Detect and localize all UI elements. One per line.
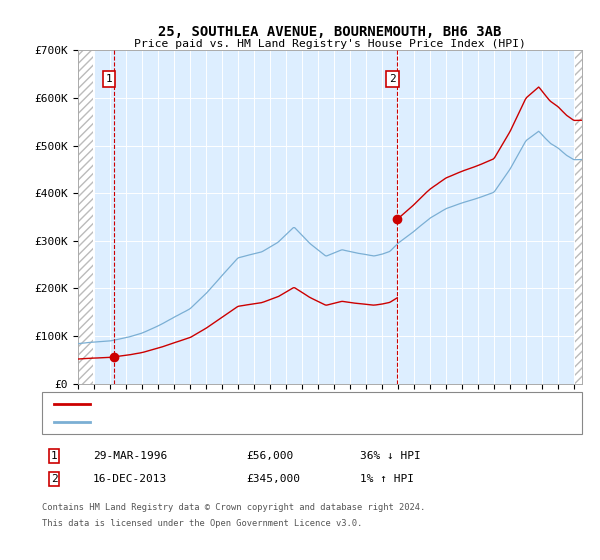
Text: £345,000: £345,000 xyxy=(246,474,300,484)
Text: 2: 2 xyxy=(50,474,58,484)
Text: HPI: Average price, detached house, Bournemouth Christchurch and Poole: HPI: Average price, detached house, Bour… xyxy=(96,417,516,427)
Bar xyxy=(575,50,582,384)
Text: 16-DEC-2013: 16-DEC-2013 xyxy=(93,474,167,484)
Text: 25, SOUTHLEA AVENUE, BOURNEMOUTH, BH6 3AB: 25, SOUTHLEA AVENUE, BOURNEMOUTH, BH6 3A… xyxy=(158,25,502,39)
Text: 29-MAR-1996: 29-MAR-1996 xyxy=(93,451,167,461)
Text: 36% ↓ HPI: 36% ↓ HPI xyxy=(360,451,421,461)
Bar xyxy=(78,50,93,384)
Bar xyxy=(575,50,582,384)
Text: 1: 1 xyxy=(106,74,112,84)
Text: 1: 1 xyxy=(50,451,58,461)
Text: Price paid vs. HM Land Registry's House Price Index (HPI): Price paid vs. HM Land Registry's House … xyxy=(134,39,526,49)
Text: Contains HM Land Registry data © Crown copyright and database right 2024.: Contains HM Land Registry data © Crown c… xyxy=(42,503,425,512)
Text: 25, SOUTHLEA AVENUE, BOURNEMOUTH, BH6 3AB (detached house): 25, SOUTHLEA AVENUE, BOURNEMOUTH, BH6 3A… xyxy=(96,399,444,409)
Text: 1% ↑ HPI: 1% ↑ HPI xyxy=(360,474,414,484)
Text: £56,000: £56,000 xyxy=(246,451,293,461)
Text: 2: 2 xyxy=(389,74,396,84)
Bar xyxy=(78,50,93,384)
Text: This data is licensed under the Open Government Licence v3.0.: This data is licensed under the Open Gov… xyxy=(42,519,362,528)
